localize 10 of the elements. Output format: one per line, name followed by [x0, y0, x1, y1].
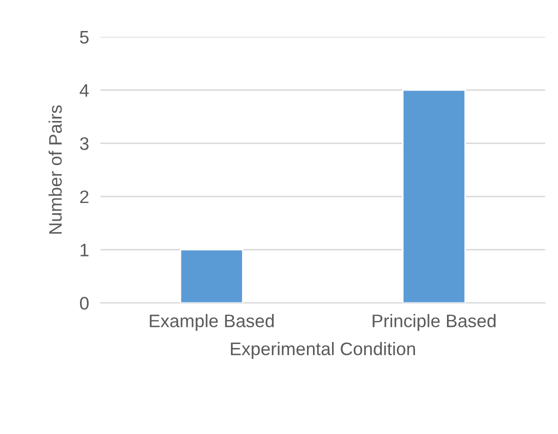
y-axis-title: Number of Pairs	[48, 105, 62, 234]
y-tick-label: 5	[80, 31, 89, 44]
y-tick-label: 0	[80, 296, 89, 310]
y-tick-label: 1	[80, 244, 88, 256]
y-tick-label: 3	[80, 137, 89, 150]
x-axis-title: Experimental Condition	[230, 342, 415, 359]
x-tick-label: Example Based	[150, 314, 274, 331]
y-tick-label: 4	[80, 84, 89, 97]
x-tick-label: Principle Based	[372, 314, 496, 331]
y-tick-label: 2	[80, 190, 88, 204]
